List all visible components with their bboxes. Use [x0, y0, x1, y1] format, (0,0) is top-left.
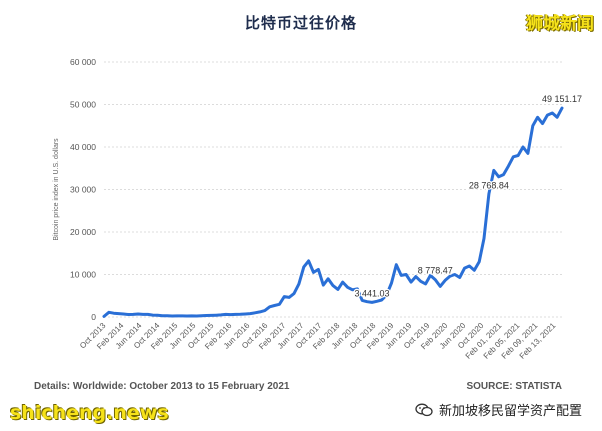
- data-label: 49 151.17: [542, 94, 582, 104]
- data-label: 8 778.47: [418, 266, 453, 276]
- brand-watermark-bottom: shicheng.news: [10, 402, 169, 424]
- data-label: 3 441.03: [354, 288, 389, 298]
- brand-watermark-top: 狮城新闻: [526, 14, 594, 34]
- details-note: Details: Worldwide: October 2013 to 15 F…: [34, 381, 290, 392]
- source-note: SOURCE: STATISTA: [466, 381, 562, 392]
- y-tick-label: 0: [91, 312, 96, 322]
- y-axis-label: Bitcoin price index in U.S. dollars: [53, 138, 60, 241]
- y-tick-labels: 0 10 000 20 000 30 000 40 000 50 000 60 000: [70, 57, 96, 322]
- data-labels: 3 441.03 8 778.47 28 768.84 49 151.17: [353, 93, 583, 300]
- chart-title: 比特币过往价格: [244, 14, 357, 32]
- series-line: [102, 106, 564, 318]
- y-tick-label: 40 000: [70, 142, 96, 152]
- y-tick-label: 20 000: [70, 227, 96, 237]
- wechat-account-name: 新加坡移民留学资产配置: [438, 404, 582, 419]
- wechat-badge: 新加坡移民留学资产配置: [408, 398, 588, 421]
- y-tick-label: 10 000: [70, 270, 96, 280]
- y-tick-label: 30 000: [70, 185, 96, 195]
- y-tick-label: 60 000: [70, 57, 96, 67]
- data-label: 28 768.84: [469, 181, 509, 191]
- y-tick-label: 50 000: [70, 100, 96, 110]
- wechat-icon: [415, 403, 433, 416]
